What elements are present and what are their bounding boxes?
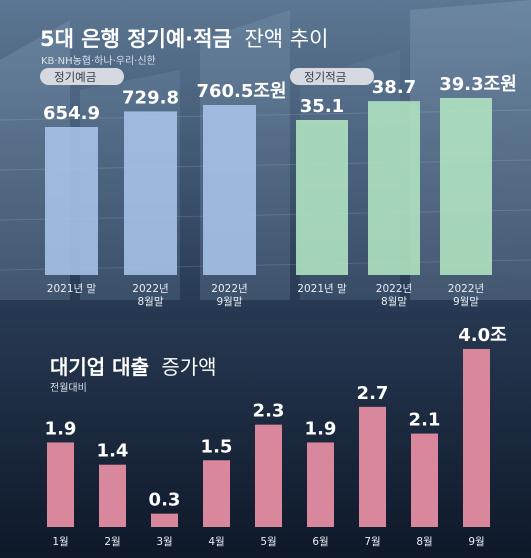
loan-value-label: 1.4: [97, 441, 129, 462]
loan-month-label: 8월: [416, 536, 432, 548]
deposit-value-label: 654.9: [43, 103, 100, 124]
savings-bar: [440, 98, 492, 275]
savings-category-label: 9월말: [453, 296, 479, 308]
loan-month-label: 9월: [468, 536, 484, 548]
savings-value-label: 35.1: [300, 96, 344, 117]
loan-month-label: 3월: [156, 536, 172, 548]
loan-value-label: 4.0조: [458, 325, 506, 346]
loan-month-label: 4월: [208, 536, 224, 548]
savings-category-label: 2022년: [448, 283, 484, 295]
loan-bar: [255, 424, 282, 527]
savings-category-label: 2021년 말: [297, 283, 347, 295]
savings-bar: [368, 101, 420, 276]
savings-legend-label: 정기적금: [304, 70, 346, 84]
deposit-bar: [45, 127, 98, 275]
deposit-bar: [124, 111, 177, 275]
loan-value-label: 1.9: [305, 418, 337, 439]
savings-value-label: 38.7: [372, 77, 416, 98]
deposit-value-label: 729.8: [122, 87, 179, 108]
loan-bar: [463, 349, 490, 527]
loan-bar: [47, 442, 74, 527]
loan-bar: [99, 464, 126, 527]
loan-value-label: 2.3: [253, 401, 285, 422]
deposit-value-label: 760.5조원: [196, 81, 286, 102]
loan-month-label: 6월: [312, 536, 328, 548]
bottom-title: 대기업 대출 증가액: [50, 355, 217, 379]
savings-category-label: 8월말: [381, 296, 407, 308]
loan-value-label: 1.5: [201, 436, 233, 457]
deposit-category-label: 9월말: [216, 296, 242, 308]
loan-bar: [359, 406, 386, 527]
deposit-category-label: 2021년 말: [47, 283, 97, 295]
loan-bar: [411, 433, 438, 527]
loan-value-label: 2.7: [357, 383, 389, 404]
top-subtitle: KB·NH농협·하나·우리·신한: [41, 54, 156, 67]
savings-legend-pill: [290, 68, 374, 85]
loan-value-label: 0.3: [149, 490, 181, 511]
deposit-category-label: 8월말: [137, 296, 163, 308]
bottom-title-regular: 증가액: [161, 355, 216, 379]
deposit-category-label: 2022년: [211, 283, 247, 295]
savings-category-label: 2022년: [376, 283, 412, 295]
loan-bar: [307, 442, 334, 527]
loan-value-label: 1.9: [45, 418, 77, 439]
loan-value-label: 2.1: [409, 410, 441, 431]
top-title-bold: 5대 은행 정기예·적금: [40, 27, 232, 51]
loan-bar: [203, 460, 230, 527]
top-title: 5대 은행 정기예·적금 잔액 추이: [40, 27, 328, 51]
deposit-category-label: 2022년: [132, 283, 168, 295]
top-title-regular: 잔액 추이: [244, 27, 328, 51]
deposit-bar: [203, 105, 256, 275]
loan-bar: [151, 513, 178, 527]
loan-month-label: 2월: [104, 536, 120, 548]
loan-month-label: 7월: [364, 536, 380, 548]
savings-value-label: 39.3조원: [439, 74, 517, 95]
savings-bar: [296, 120, 348, 275]
deposit-legend-pill: [40, 68, 124, 85]
loan-month-label: 5월: [260, 536, 276, 548]
loan-month-label: 1월: [52, 536, 68, 548]
deposit-legend-label: 정기예금: [54, 70, 96, 84]
bottom-title-bold: 대기업 대출: [50, 355, 149, 379]
bottom-subtitle: 전월대비: [50, 382, 87, 394]
